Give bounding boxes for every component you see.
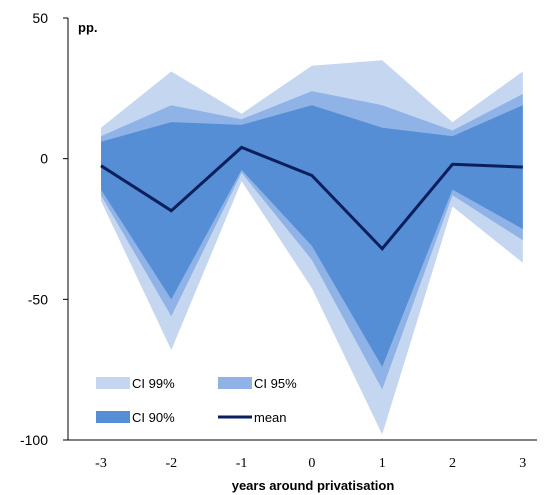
x-axis-label: years around privatisation <box>232 478 395 493</box>
x-tick-label: -1 <box>236 456 248 471</box>
y-tick-label: 50 <box>32 10 48 26</box>
legend: CI 99% CI 95% CI 90% mean <box>96 376 297 425</box>
series-line-mean <box>100 145 523 251</box>
mean-layer <box>100 145 523 251</box>
legend-swatch-ci-95 <box>218 377 252 389</box>
unit-label: pp. <box>78 20 98 35</box>
legend-label: mean <box>254 410 287 425</box>
y-tick-label: -50 <box>28 291 48 307</box>
legend-label: CI 95% <box>254 376 297 391</box>
x-tick-label: 1 <box>379 456 386 471</box>
axes <box>67 18 537 441</box>
legend-label: CI 99% <box>132 376 175 391</box>
band-ci-90 <box>101 105 523 367</box>
x-tick-label: -3 <box>95 456 107 471</box>
y-tick-label: -100 <box>20 432 48 448</box>
x-ticks: -3 -2 -1 0 1 2 3 <box>95 456 526 471</box>
legend-swatch-ci-90 <box>96 411 130 423</box>
x-tick-label: 0 <box>308 456 315 471</box>
legend-label: CI 90% <box>132 410 175 425</box>
y-ticks: 50 0 -50 -100 <box>20 10 68 448</box>
y-tick-label: 0 <box>40 151 48 167</box>
x-tick-label: 2 <box>449 456 456 471</box>
x-tick-label: 3 <box>519 456 526 471</box>
x-tick-label: -2 <box>165 456 177 471</box>
legend-swatch-ci-99 <box>96 377 130 389</box>
confidence-bands <box>101 60 523 435</box>
